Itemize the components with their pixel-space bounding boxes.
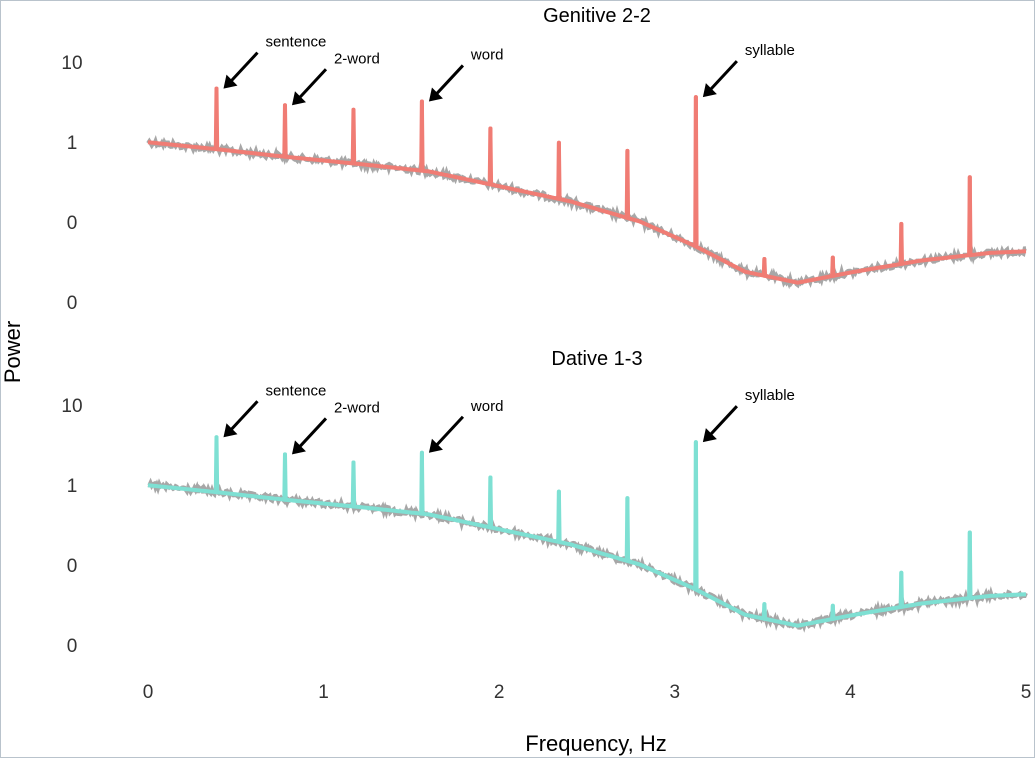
annotation-label: syllable (745, 387, 795, 404)
annotation-label: word (470, 398, 504, 415)
annotation-2-word: 2-word (291, 399, 380, 455)
arrow-shaft (709, 60, 738, 91)
x-tick-label: 3 (670, 682, 681, 703)
annotation-sentence: sentence (223, 382, 326, 438)
arrow-head (702, 83, 717, 98)
annotation-label: 2-word (334, 50, 380, 67)
y-tick-label: 1 (67, 476, 78, 497)
y-tick-label: 0 (67, 556, 78, 577)
y-tick-label: 0 (67, 636, 78, 657)
arrow-shaft (435, 64, 465, 95)
y-tick-label: 1 (67, 133, 78, 154)
y-tick-label: 0 (67, 213, 78, 234)
x-tick-label: 1 (318, 682, 329, 703)
arrow-shaft (298, 417, 328, 448)
annotation-label: sentence (265, 34, 326, 51)
y-tick-label: 10 (61, 396, 82, 417)
annotation-syllable: syllable (702, 387, 795, 443)
annotation-label: 2-word (334, 399, 380, 416)
annotation-label: sentence (265, 382, 326, 399)
panel-title: Genitive 2-2 (543, 5, 651, 27)
panel-title: Dative 1-3 (551, 348, 642, 370)
arrow-shaft (230, 400, 259, 431)
annotation-2-word: 2-word (291, 50, 380, 106)
spectrum-line (147, 86, 1027, 285)
annotation-label: word (470, 46, 504, 63)
x-tick-label: 4 (845, 682, 856, 703)
arrow-shaft (709, 405, 738, 436)
annotation-word: word (428, 46, 504, 102)
x-axis-label: Frequency, Hz (525, 731, 666, 756)
arrow-shaft (230, 51, 259, 82)
arrow-head (702, 428, 717, 443)
x-tick-label: 0 (143, 682, 154, 703)
annotation-sentence: sentence (223, 34, 326, 89)
arrow-shaft (435, 415, 465, 446)
noise-trace (147, 477, 1028, 633)
annotation-word: word (428, 398, 504, 453)
x-axis: 0 1 2 3 4 5 (143, 682, 1032, 703)
arrow-head (291, 440, 306, 455)
y-tick-label: 10 (61, 53, 82, 74)
arrow-head (291, 91, 306, 106)
annotation-syllable: syllable (702, 42, 795, 98)
x-tick-label: 2 (494, 682, 505, 703)
arrow-shaft (298, 68, 328, 99)
x-tick-label: 5 (1021, 682, 1032, 703)
y-axis-label: Power (0, 321, 25, 383)
arrow-head (428, 438, 443, 453)
arrow-head (223, 74, 238, 89)
y-tick-label: 0 (67, 293, 78, 314)
spectrum-line (147, 435, 1027, 628)
arrow-head (223, 423, 238, 438)
arrow-head (428, 87, 443, 102)
annotation-label: syllable (745, 42, 795, 59)
